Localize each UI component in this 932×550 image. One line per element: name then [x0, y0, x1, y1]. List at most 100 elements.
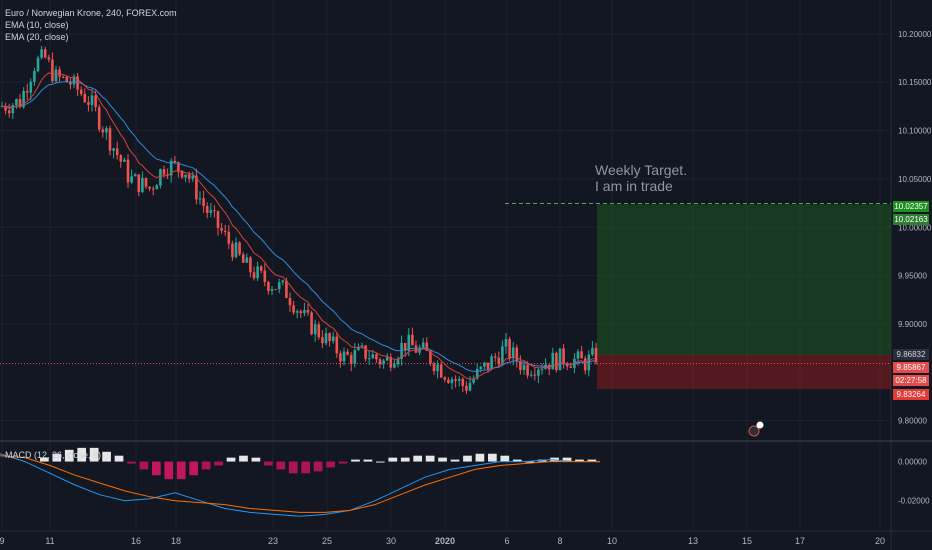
- candle-body: [526, 364, 529, 376]
- y-tick-label: 10.10000: [898, 127, 932, 136]
- candle-body: [306, 310, 310, 313]
- event-badge-icon: [756, 421, 764, 429]
- candle-body: [141, 177, 144, 193]
- candle-body: [130, 176, 133, 183]
- candle-body: [209, 210, 213, 213]
- y-tick-label: 10.20000: [898, 30, 932, 39]
- countdown-tag: 02:27:58: [893, 375, 929, 386]
- macd-histogram-bar: [425, 455, 435, 462]
- candle-body: [231, 243, 234, 258]
- candle-body: [367, 358, 371, 360]
- y-tick-label: 9.95000: [898, 272, 927, 281]
- x-tick-label: 23: [268, 536, 278, 546]
- candle-body: [490, 356, 493, 370]
- candle-body: [310, 312, 313, 335]
- candle-body: [263, 270, 267, 283]
- candle-body: [519, 361, 522, 371]
- trade-annotation[interactable]: Weekly Target. I am in trade: [595, 162, 687, 194]
- candle-body: [115, 148, 119, 156]
- candle-body: [277, 282, 281, 290]
- candle-body: [220, 228, 223, 231]
- candle-body: [90, 95, 94, 105]
- stop-price-tag: 9.83264: [893, 389, 929, 400]
- candle-body: [375, 354, 378, 360]
- candle-body: [396, 358, 400, 365]
- event-flag-icon: [748, 425, 760, 437]
- candle-body: [274, 289, 277, 291]
- candle-body: [583, 358, 587, 371]
- candle-body: [58, 69, 61, 77]
- candle-body: [493, 356, 497, 358]
- macd-histogram-bar: [102, 451, 111, 462]
- candle-body: [97, 107, 101, 130]
- candle-body: [162, 169, 166, 175]
- candle-body: [126, 159, 130, 183]
- candle-body: [292, 305, 295, 313]
- candle-body: [558, 348, 562, 371]
- candle-body: [51, 59, 54, 82]
- candle-body: [436, 364, 439, 372]
- x-tick-label: 16: [131, 536, 141, 546]
- macd-histogram-bar: [52, 453, 62, 462]
- macd-histogram-bar: [301, 461, 311, 474]
- candle-body: [15, 99, 18, 106]
- macd-histogram-bar: [214, 461, 223, 466]
- candle-body: [123, 159, 126, 162]
- macd-histogram-bar: [201, 461, 211, 470]
- candle-body: [173, 160, 177, 163]
- macd-y-tick-label: -0.02000: [898, 497, 930, 506]
- candle-body: [285, 280, 288, 299]
- candle-body: [195, 175, 198, 200]
- candle-body: [54, 69, 58, 82]
- candle-body: [403, 342, 407, 351]
- candle-body: [169, 160, 173, 176]
- candle-body: [537, 369, 540, 376]
- target-price-tag: 10.02357: [893, 201, 929, 212]
- candle-body: [407, 334, 411, 351]
- macd-histogram-bar: [500, 455, 510, 462]
- symbol-title[interactable]: Euro / Norwegian Krone, 240, FOREX.com: [5, 8, 177, 18]
- x-tick-label: 20: [875, 536, 885, 546]
- macd-histogram-bar: [176, 461, 186, 480]
- candle-body: [133, 174, 137, 177]
- candle-body: [511, 347, 515, 359]
- macd-histogram-bar: [438, 457, 447, 462]
- ema10-legend[interactable]: EMA (10, close): [5, 20, 69, 30]
- candle-body: [303, 310, 306, 314]
- candle-body: [40, 49, 43, 58]
- macd-legend[interactable]: MACD (12, 26, close, 9): [5, 450, 102, 460]
- macd-histogram-bar: [413, 455, 423, 462]
- candle-body: [144, 177, 148, 187]
- candle-body: [202, 198, 205, 207]
- candle-body: [465, 385, 468, 391]
- candle-body: [83, 94, 87, 103]
- candle-body: [256, 266, 259, 279]
- macd-histogram-bar: [239, 455, 248, 462]
- candle-body: [335, 336, 339, 354]
- candle-body: [547, 364, 551, 370]
- candle-body: [47, 57, 51, 60]
- macd-histogram-bar: [562, 457, 572, 462]
- candle-body: [468, 382, 472, 391]
- candle-body: [112, 148, 115, 151]
- candle-body: [479, 366, 483, 370]
- x-tick-label: 11: [45, 536, 54, 546]
- candle-body: [151, 188, 155, 190]
- candle-body: [594, 347, 598, 363]
- candle-body: [432, 363, 436, 372]
- x-tick-label: 25: [322, 536, 332, 546]
- candle-body: [429, 350, 432, 364]
- candle-body: [187, 174, 191, 179]
- candle-body: [317, 324, 321, 338]
- candle-body: [378, 359, 382, 365]
- x-tick-label: 17: [795, 536, 805, 546]
- candle-body: [515, 347, 519, 362]
- macd-histogram-bar: [525, 461, 535, 463]
- candle-body: [371, 354, 375, 359]
- candle-body: [324, 333, 328, 344]
- x-tick-label: 13: [688, 536, 698, 546]
- ema20-legend[interactable]: EMA (20, close): [5, 32, 69, 42]
- x-tick-label: 6: [504, 536, 509, 546]
- macd-histogram-bar: [127, 461, 136, 464]
